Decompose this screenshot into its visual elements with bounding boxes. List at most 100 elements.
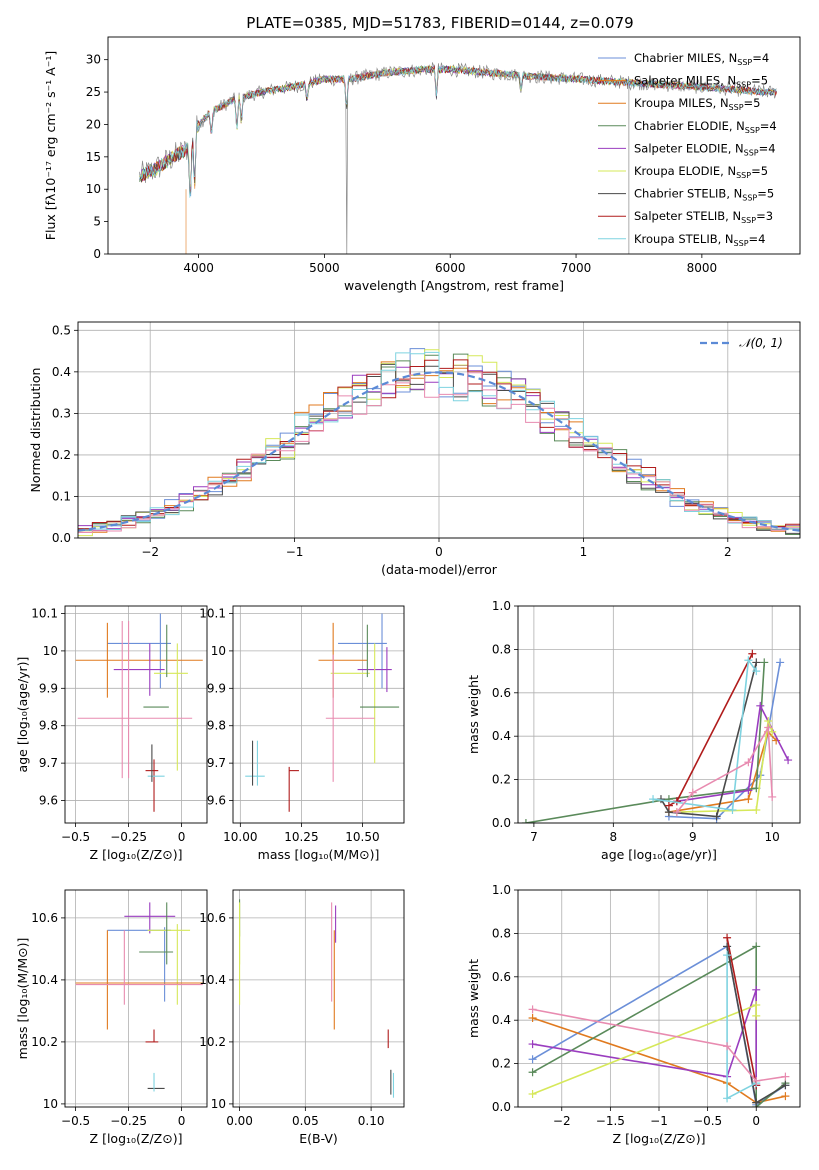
legend-label: Chabrier ELODIE, NSSP=4: [634, 119, 777, 135]
weight-point: [752, 1098, 761, 1107]
weight-point: [649, 795, 658, 804]
weight-point: [752, 805, 761, 814]
x-tick-label: 10.25: [284, 830, 318, 844]
weight-line: [525, 662, 766, 823]
axes-frame: [64, 889, 208, 1108]
weight-point: [752, 1076, 761, 1085]
y-tick-label: 15: [86, 150, 101, 164]
x-tick-label: −1.5: [596, 1114, 625, 1128]
panel-weight-vs-age: 7 8 9 10 0.0 0.2 0.4 0.6 0.8 1.0 age [log₁₀(age/yr…: [466, 599, 801, 862]
weight-point: [688, 788, 697, 797]
legend-subscript: SSP: [742, 194, 757, 203]
weight-point: [744, 786, 753, 795]
y-tick-label: 30: [86, 53, 101, 67]
weight-point: [723, 951, 732, 960]
y-axis-label: mass [log₁₀(M/M⊙)]: [15, 938, 30, 1060]
legend-subscript: SSP: [745, 126, 760, 135]
legend-label: Kroupa ELODIE, NSSP=5: [634, 164, 768, 180]
weight-point: [752, 667, 761, 676]
plot-area: [78, 348, 800, 537]
x-axis-label: Z [log₁₀(Z/Z⊙)]: [90, 847, 183, 862]
weight-point: [528, 1005, 537, 1014]
x-tick-label: 7000: [561, 261, 592, 275]
x-tick-label: −2: [553, 1114, 571, 1128]
x-tick-label: 7: [530, 830, 538, 844]
axes-frame: [107, 36, 801, 255]
x-tick-label: 0: [178, 1114, 186, 1128]
y-tick-label: 1.0: [492, 883, 511, 897]
y-tick-label: 5: [93, 215, 101, 229]
x-axis-label: Z [log₁₀(Z/Z⊙)]: [613, 1131, 706, 1146]
y-tick-label: 25: [86, 85, 101, 99]
x-tick-label: 0.00: [226, 1114, 253, 1128]
weight-line: [676, 703, 789, 803]
y-tick-label: 0.1: [52, 489, 71, 503]
x-tick-label: 4000: [183, 261, 214, 275]
weight-point: [781, 1072, 790, 1081]
weight-point: [744, 758, 753, 767]
legend-subscript: SSP: [729, 103, 744, 112]
x-tick-label: 0: [178, 830, 186, 844]
y-axis-label: age [log₁₀(age/yr)]: [15, 657, 30, 773]
weight-point: [723, 933, 732, 942]
legend-subscript: SSP: [736, 171, 751, 180]
weight-point: [528, 1040, 537, 1049]
weight-line: [532, 989, 757, 1086]
x-tick-label: 1: [580, 545, 588, 559]
weight-point: [528, 1068, 537, 1077]
legend-label: Chabrier STELIB, NSSP=5: [634, 187, 774, 203]
y-tick-label: 20: [86, 117, 101, 131]
gaussian-curve: [78, 371, 800, 532]
y-tick-label: 0.5: [52, 323, 71, 337]
x-axis-label: Z [log₁₀(Z/Z⊙)]: [90, 1131, 183, 1146]
y-tick-label: 10.4: [31, 973, 58, 987]
x-axis-label: age [log₁₀(age/yr)]: [601, 847, 717, 862]
y-tick-label: 10.1: [199, 606, 226, 620]
x-axis-label: E(B-V): [299, 1131, 338, 1146]
x-tick-label: 8000: [687, 261, 718, 275]
y-tick-label: 0.4: [492, 729, 511, 743]
x-tick-label: −0.5: [61, 1114, 90, 1128]
weight-point: [752, 1001, 761, 1010]
weight-point: [521, 819, 530, 823]
legend-eq: =4: [760, 119, 777, 133]
y-tick-label: 10: [43, 1097, 58, 1111]
x-axis-label: (data-model)/error: [381, 562, 498, 577]
weight-point: [768, 727, 777, 736]
x-axis-label: mass [log₁₀(M/M⊙)]: [258, 847, 380, 862]
legend-subscript: SSP: [744, 148, 759, 157]
legend-eq: =5: [751, 164, 768, 178]
weight-point: [748, 649, 757, 658]
x-tick-label: −1: [286, 545, 304, 559]
weight-line: [532, 1017, 786, 1104]
weight-line: [532, 1008, 786, 1082]
y-tick-label: 0.0: [52, 531, 71, 545]
weight-point: [752, 658, 761, 667]
y-tick-label: 0.4: [52, 365, 71, 379]
panel-spectrum: 4000 5000 6000 7000 8000 0 5 10 15 20 25 30 waveleng…: [43, 36, 801, 293]
spectrum-line: [139, 65, 777, 254]
legend-label: Chabrier MILES, NSSP=4: [634, 51, 769, 67]
legend-eq: =3: [756, 209, 773, 223]
y-tick-label: 0.0: [492, 1100, 511, 1114]
x-tick-label: −0.25: [110, 1114, 147, 1128]
legend-eq: =4: [752, 51, 769, 65]
weight-point: [764, 723, 773, 732]
weight-point: [728, 805, 737, 814]
plot-area: [521, 649, 793, 823]
x-tick-label: 10: [765, 830, 780, 844]
panel-histogram: −2 −1 0 1 2 0.0 0.1 0.2 0.3 0.4 0.5 (data-model)/er…: [28, 321, 801, 577]
weight-point: [723, 1042, 732, 1051]
weight-point: [756, 701, 765, 710]
y-tick-label: 0.8: [492, 642, 511, 656]
legend-subscript: SSP: [737, 58, 752, 67]
weight-line: [726, 937, 757, 1086]
weight-point: [664, 801, 673, 810]
weight-point: [528, 1089, 537, 1098]
legend-label: Kroupa STELIB, NSSP=4: [634, 232, 765, 248]
weight-point: [784, 756, 793, 765]
y-tick-label: 10.2: [31, 1035, 58, 1049]
weight-point: [752, 985, 761, 994]
legend-subscript: SSP: [734, 239, 749, 248]
